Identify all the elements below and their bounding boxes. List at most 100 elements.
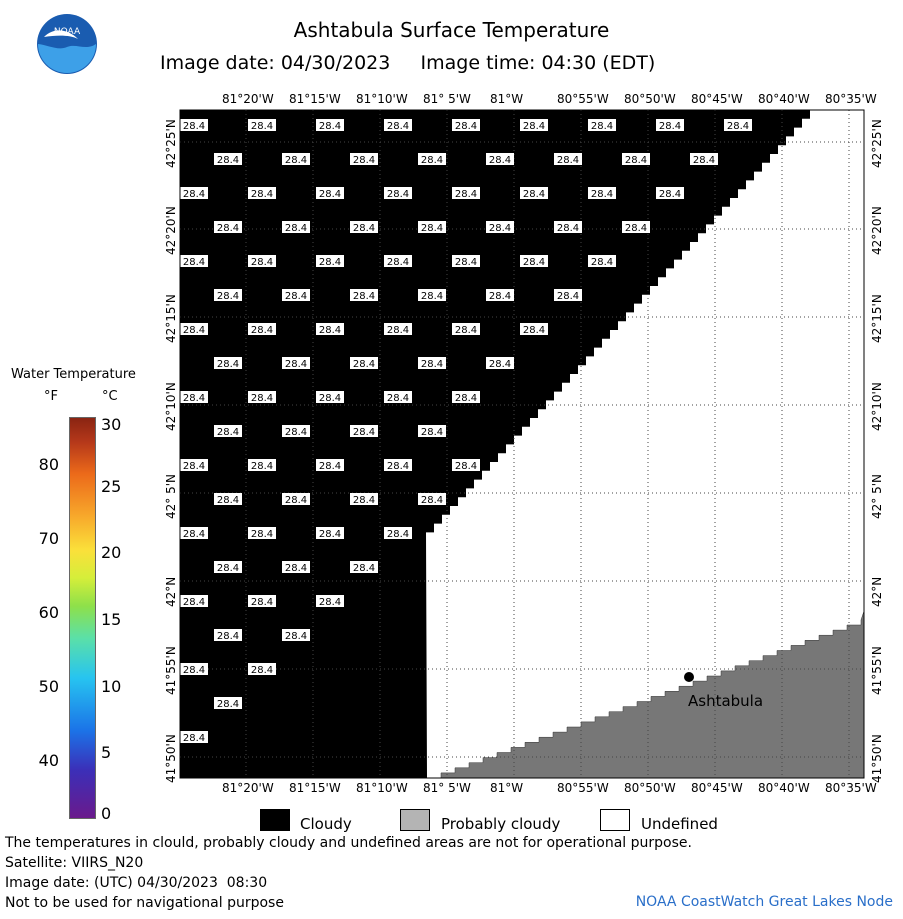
cloud-temp-label: 28.4	[180, 595, 208, 608]
cloud-temp-label: 28.4	[350, 493, 378, 506]
svg-text:28.4: 28.4	[217, 155, 239, 166]
cloud-temp-label: 28.4	[622, 153, 650, 166]
legend-unit-f: °F	[44, 389, 58, 404]
svg-text:28.4: 28.4	[251, 325, 273, 336]
svg-text:28.4: 28.4	[353, 291, 375, 302]
svg-text:28.4: 28.4	[489, 155, 511, 166]
latitude-label: 42°N	[164, 576, 178, 607]
cloud-temp-label: 28.4	[180, 255, 208, 268]
cloud-temp-label: 28.4	[656, 187, 684, 200]
c-tick: 10	[101, 677, 122, 696]
cloud-temp-label: 28.4	[384, 323, 412, 336]
cloud-temp-label: 28.4	[214, 153, 242, 166]
cloud-temp-label: 28.4	[418, 289, 446, 302]
svg-text:28.4: 28.4	[421, 427, 443, 438]
cloud-temp-label: 28.4	[384, 391, 412, 404]
cloud-temp-label: 28.4	[214, 221, 242, 234]
map-grid	[180, 110, 864, 778]
svg-text:28.4: 28.4	[387, 325, 409, 336]
cloud-temp-label: 28.4	[656, 119, 684, 132]
cloud-temp-label: 28.4	[418, 493, 446, 506]
cloud-temp-label: 28.4	[214, 629, 242, 642]
svg-text:28.4: 28.4	[387, 393, 409, 404]
svg-text:28.4: 28.4	[319, 257, 341, 268]
svg-text:28.4: 28.4	[251, 121, 273, 132]
svg-text:28.4: 28.4	[353, 223, 375, 234]
cloud-temp-label: 28.4	[214, 425, 242, 438]
svg-text:28.4: 28.4	[285, 155, 307, 166]
cloud-temp-label: 28.4	[452, 459, 480, 472]
cloud-temp-label: 28.4	[248, 595, 276, 608]
latitude-label: 42°15'N	[870, 294, 884, 343]
cloud-temp-label: 28.4	[316, 323, 344, 336]
latitude-label: 42°10'N	[164, 382, 178, 431]
svg-text:28.4: 28.4	[183, 325, 205, 336]
svg-text:28.4: 28.4	[523, 325, 545, 336]
svg-text:28.4: 28.4	[217, 495, 239, 506]
cloud-temp-label: 28.4	[452, 255, 480, 268]
svg-text:28.4: 28.4	[183, 733, 205, 744]
latitude-label: 42°25'N	[164, 119, 178, 168]
cloud-temp-label: 28.4	[248, 323, 276, 336]
f-tick: 80	[38, 455, 59, 474]
cloud-temp-label: 28.4	[214, 493, 242, 506]
cloud-temp-label: 28.4	[316, 187, 344, 200]
svg-text:28.4: 28.4	[183, 529, 205, 540]
latitude-label: 42°N	[870, 576, 884, 607]
latitude-label: 41°50'N	[164, 734, 178, 783]
cloud-temp-label: 28.4	[248, 527, 276, 540]
longitude-label: 81°20'W	[222, 781, 274, 795]
cloud-temp-label: 28.4	[384, 255, 412, 268]
svg-text:28.4: 28.4	[251, 665, 273, 676]
svg-text:28.4: 28.4	[421, 291, 443, 302]
svg-text:28.4: 28.4	[251, 529, 273, 540]
c-tick: 30	[101, 415, 122, 434]
cloud-temperature-labels: 28.4 28.4 28.4 28.4 28.4 28.4 28.4 28.4 28.4 28.4…	[180, 119, 752, 744]
svg-text:28.4: 28.4	[183, 257, 205, 268]
svg-text:28.4: 28.4	[557, 291, 579, 302]
svg-text:28.4: 28.4	[285, 427, 307, 438]
longitude-label: 80°45'W	[691, 92, 743, 106]
utc-date-text: Image date: (UTC) 04/30/2023 08:30	[5, 875, 268, 891]
latitude-label: 42° 5'N	[870, 474, 884, 519]
longitude-label: 80°55'W	[557, 781, 609, 795]
cloud-temp-label: 28.4	[520, 323, 548, 336]
longitude-label: 81°15'W	[289, 92, 341, 106]
svg-text:28.4: 28.4	[387, 529, 409, 540]
cloud-temp-label: 28.4	[180, 119, 208, 132]
svg-text:28.4: 28.4	[523, 121, 545, 132]
longitude-label: 80°50'W	[624, 781, 676, 795]
cloud-temp-label: 28.4	[180, 663, 208, 676]
probably-cloudy-label: Probably cloudy	[441, 815, 561, 833]
svg-text:28.4: 28.4	[489, 223, 511, 234]
svg-text:28.4: 28.4	[183, 597, 205, 608]
cloud-temp-label: 28.4	[316, 595, 344, 608]
f-tick: 50	[38, 677, 59, 696]
f-tick: 70	[38, 529, 59, 548]
svg-text:28.4: 28.4	[557, 155, 579, 166]
legend-unit-c: °C	[102, 389, 118, 404]
svg-text:28.4: 28.4	[183, 393, 205, 404]
latitude-label: 41°50'N	[870, 734, 884, 783]
disclaimer-text: The temperatures in clould, probably clo…	[5, 835, 692, 851]
cloud-temp-label: 28.4	[520, 187, 548, 200]
cloud-temp-label: 28.4	[350, 425, 378, 438]
longitude-label: 81° 5'W	[423, 781, 471, 795]
svg-text:28.4: 28.4	[455, 393, 477, 404]
cloud-temp-label: 28.4	[384, 459, 412, 472]
c-tick: 15	[101, 610, 122, 629]
cloud-temp-label: 28.4	[248, 119, 276, 132]
longitude-label: 81°10'W	[356, 781, 408, 795]
svg-text:28.4: 28.4	[251, 257, 273, 268]
cloud-temp-label: 28.4	[248, 663, 276, 676]
cloud-temp-label: 28.4	[316, 459, 344, 472]
svg-text:28.4: 28.4	[319, 461, 341, 472]
land-area	[427, 610, 865, 779]
cloud-temp-label: 28.4	[180, 391, 208, 404]
cloud-temp-label: 28.4	[282, 493, 310, 506]
cloud-temp-label: 28.4	[554, 221, 582, 234]
latitude-label: 42°10'N	[870, 382, 884, 431]
cloud-temp-label: 28.4	[282, 425, 310, 438]
cloud-temp-label: 28.4	[588, 187, 616, 200]
